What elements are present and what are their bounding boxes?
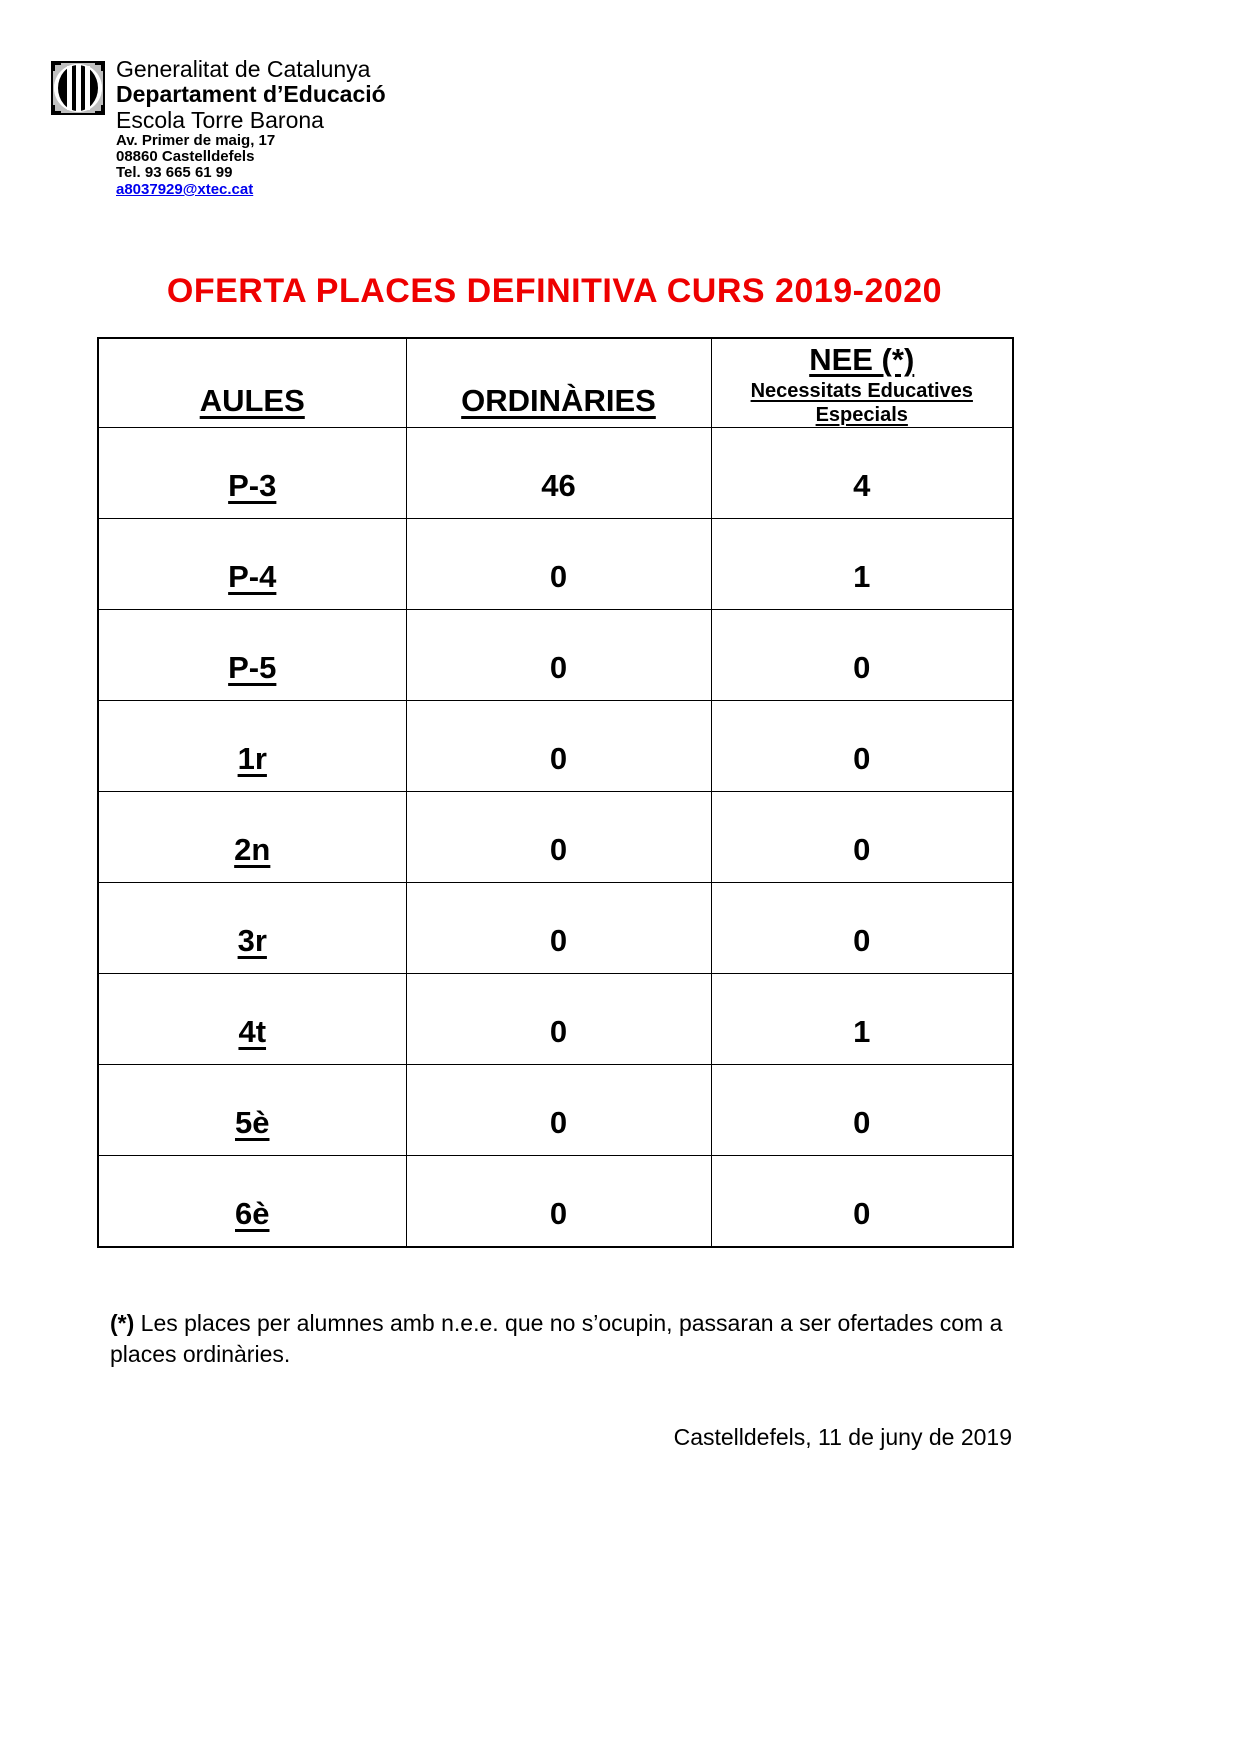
aula-cell: 2n (97, 791, 407, 883)
table-row: 1r 0 0 (97, 700, 1014, 792)
table-row: P-5 0 0 (97, 609, 1014, 701)
ordinaries-cell: 0 (405, 700, 712, 792)
header-nee-sub2: Especials (815, 404, 908, 426)
nee-cell: 0 (710, 1064, 1014, 1156)
nee-cell: 0 (710, 1155, 1014, 1247)
ordinaries-cell: 0 (405, 609, 712, 701)
aula-cell: 3r (97, 882, 407, 974)
generalitat-de-catalunya-logo-icon (50, 60, 106, 116)
header-nee-sub1: Necessitats Educatives (750, 380, 973, 402)
footnote: (*) Les places per alumnes amb n.e.e. qu… (110, 1308, 1015, 1370)
nee-cell: 0 (710, 700, 1014, 792)
table-row: 5è 0 0 (97, 1064, 1014, 1156)
letterhead: Generalitat de Catalunya Departament d’E… (50, 57, 386, 199)
nee-cell: 0 (710, 609, 1014, 701)
ordinaries-cell: 46 (405, 427, 712, 519)
school-name: Escola Torre Barona (116, 107, 324, 133)
aula-cell: 4t (97, 973, 407, 1065)
nee-cell: 4 (710, 427, 1014, 519)
letterhead-text: Generalitat de Catalunya Departament d’E… (116, 57, 386, 199)
date-line: Castelldefels, 11 de juny de 2019 (673, 1424, 1012, 1450)
aula-cell: 1r (97, 700, 407, 792)
page-title: OFERTA PLACES DEFINITIVA CURS 2019-2020 (166, 272, 943, 310)
header-ordinaries: ORDINÀRIES (405, 337, 712, 428)
footnote-text: Les places per alumnes amb n.e.e. que no… (110, 1310, 1003, 1367)
org-name: Generalitat de Catalunya (116, 56, 371, 82)
footnote-marker: (*) (110, 1310, 135, 1336)
aula-cell: 6è (97, 1155, 407, 1247)
table-header-row: AULES ORDINÀRIES NEE (*) Necessitats Edu… (97, 337, 1014, 428)
aula-cell: P-4 (97, 518, 407, 610)
nee-cell: 1 (710, 518, 1014, 610)
phone-line: Tel. 93 665 61 99 (116, 164, 233, 181)
places-table: AULES ORDINÀRIES NEE (*) Necessitats Edu… (97, 337, 1014, 1248)
department-name: Departament d’Educació (116, 81, 386, 107)
nee-cell: 1 (710, 973, 1014, 1065)
address-line-2: 08860 Castelldefels (116, 148, 255, 165)
ordinaries-cell: 0 (405, 1155, 712, 1247)
table-row: P-3 46 4 (97, 427, 1014, 519)
ordinaries-cell: 0 (405, 791, 712, 883)
table-row: 2n 0 0 (97, 791, 1014, 883)
ordinaries-cell: 0 (405, 973, 712, 1065)
ordinaries-cell: 0 (405, 1064, 712, 1156)
header-nee: NEE (*) Necessitats Educatives Especials (710, 337, 1014, 428)
table-row: P-4 0 1 (97, 518, 1014, 610)
header-nee-main: NEE (*) (809, 342, 915, 377)
aula-cell: 5è (97, 1064, 407, 1156)
nee-cell: 0 (710, 882, 1014, 974)
ordinaries-cell: 0 (405, 882, 712, 974)
aula-cell: P-5 (97, 609, 407, 701)
header-aules: AULES (97, 337, 407, 428)
nee-cell: 0 (710, 791, 1014, 883)
table-row: 3r 0 0 (97, 882, 1014, 974)
aula-cell: P-3 (97, 427, 407, 519)
address-line-1: Av. Primer de maig, 17 (116, 132, 276, 149)
table-row: 4t 0 1 (97, 973, 1014, 1065)
table-row: 6è 0 0 (97, 1155, 1014, 1247)
email-link[interactable]: a8037929@xtec.cat (116, 181, 254, 198)
ordinaries-cell: 0 (405, 518, 712, 610)
